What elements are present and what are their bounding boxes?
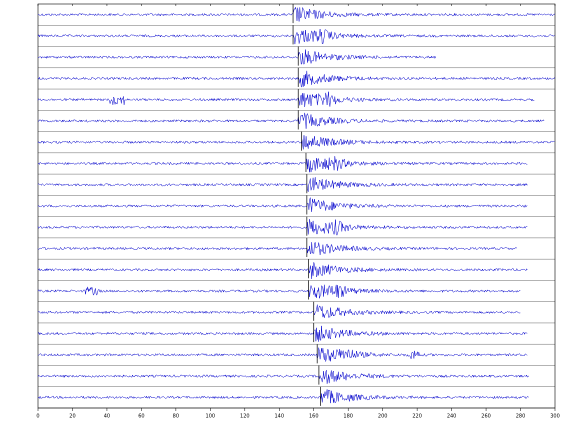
x-tick-label: 100 xyxy=(206,414,216,420)
waveform xyxy=(37,112,545,129)
waveform xyxy=(37,135,555,150)
waveform xyxy=(37,49,436,65)
x-tick-label: 160 xyxy=(309,414,319,420)
x-tick-label: 80 xyxy=(173,414,179,420)
waveform xyxy=(37,284,521,299)
x-tick-label: 280 xyxy=(516,414,526,420)
x-tick-label: 40 xyxy=(104,414,110,420)
x-tick-label: 300 xyxy=(550,414,560,420)
waveform xyxy=(37,389,529,404)
x-tick-label: 200 xyxy=(378,414,388,420)
waveform xyxy=(37,156,528,173)
waveform xyxy=(37,177,528,192)
x-tick-label: 60 xyxy=(138,414,144,420)
x-tick-label: 180 xyxy=(343,414,353,420)
x-tick-label: 240 xyxy=(447,414,457,420)
waveform xyxy=(37,70,555,88)
x-tick-label: 140 xyxy=(274,414,284,420)
waveform xyxy=(37,347,528,362)
waveform xyxy=(37,6,555,22)
x-tick-label: 220 xyxy=(412,414,422,420)
x-tick-label: 0 xyxy=(36,414,39,420)
waveform xyxy=(37,219,528,236)
x-tick-label: 20 xyxy=(69,414,75,420)
x-tick-label: 260 xyxy=(481,414,491,420)
waveform xyxy=(37,241,517,255)
waveform xyxy=(37,325,528,342)
waveform xyxy=(37,262,528,279)
waveform xyxy=(37,28,555,45)
waveform xyxy=(37,304,521,318)
waveform xyxy=(37,91,535,108)
waveform xyxy=(37,370,529,384)
x-tick-label: 120 xyxy=(240,414,250,420)
waveform xyxy=(37,197,528,212)
